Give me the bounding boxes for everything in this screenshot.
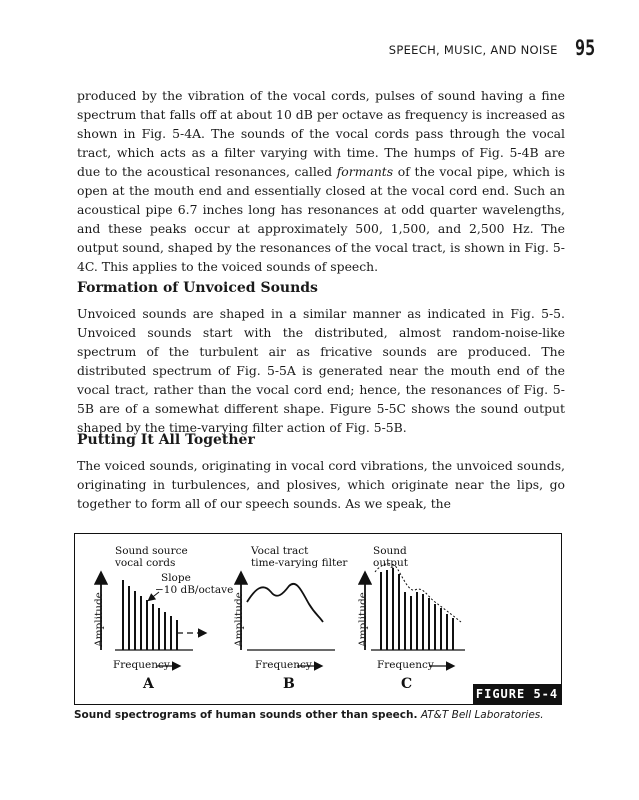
panel-a-title-line1: Sound source: [115, 545, 188, 557]
caption-text: Sound spectrograms of human sounds other…: [74, 709, 418, 721]
formants-term: formants: [336, 164, 394, 180]
panel-b-letter: B: [283, 676, 295, 692]
body-paragraph-1: produced by the vibration of the vocal c…: [77, 86, 565, 276]
body-paragraph-3: The voiced sounds, originating in vocal …: [77, 458, 565, 512]
figure-graphics: [93, 563, 465, 671]
body-paragraph-2: Unvoiced sounds are shaped in a similar …: [77, 306, 565, 436]
panel-c-ylabel: Amplitude: [357, 592, 369, 647]
panel-c-title-line1: Sound: [373, 545, 407, 557]
caption-credit: AT&T Bell Laboratories.: [420, 709, 544, 721]
panel-c-letter: C: [401, 676, 413, 692]
figure-caption: Sound spectrograms of human sounds other…: [74, 709, 544, 721]
panel-a-title-line2: vocal cords: [115, 557, 176, 569]
panel-c-title-line2: output: [373, 557, 409, 569]
panel-a-ylabel: Amplitude: [93, 592, 105, 647]
running-head: SPEECH, MUSIC, AND NOISE 95: [389, 38, 595, 59]
panel-b-graph: [233, 570, 335, 671]
panel-a-graph: [93, 570, 208, 671]
panel-b-xlabel: Frequency: [255, 659, 312, 671]
paragraph-1-text-a: produced by the vibration of the vocal c…: [77, 88, 565, 180]
panel-b-title-line1: Vocal tract: [251, 545, 309, 557]
slope-label-line1: Slope: [161, 572, 191, 584]
section-heading-together: Putting It All Together: [77, 432, 255, 448]
panel-b-title-line2: time-varying filter: [251, 557, 348, 569]
figure-5-4: Sound source vocal cords Slope −10 dB/oc…: [74, 533, 562, 705]
running-head-title: SPEECH, MUSIC, AND NOISE: [388, 43, 558, 57]
page-number: 95: [574, 36, 595, 60]
paragraph-1-text-b: of the vocal pipe, which is open at the …: [77, 164, 565, 275]
panel-b-ylabel: Amplitude: [233, 592, 245, 647]
figure-label: FIGURE 5-4: [473, 684, 561, 704]
slope-label-line2: −10 dB/octave: [155, 584, 234, 596]
panel-c-xlabel: Frequency: [377, 659, 434, 671]
panel-c-graph: [357, 563, 465, 671]
section-heading-unvoiced: Formation of Unvoiced Sounds: [77, 280, 318, 296]
panel-a-xlabel: Frequency: [113, 659, 170, 671]
panel-a-letter: A: [143, 676, 154, 692]
